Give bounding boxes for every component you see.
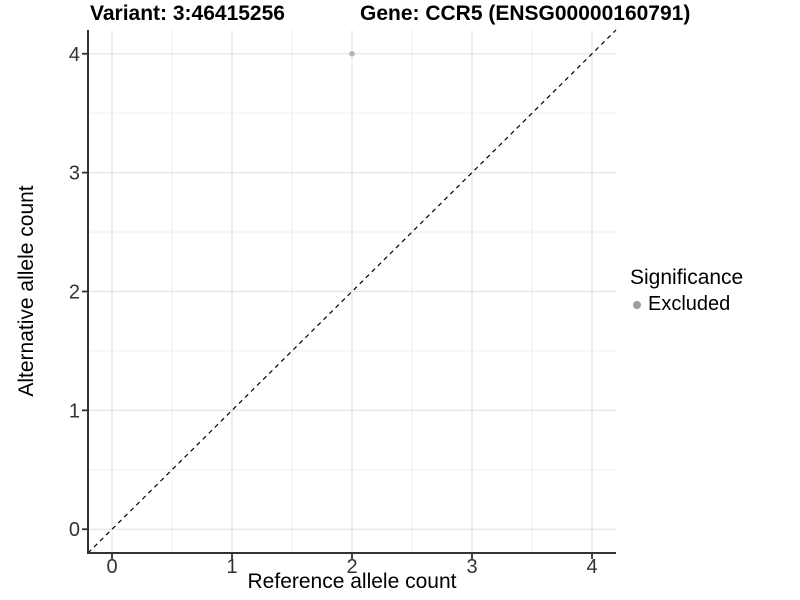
x-axis-title: Reference allele count — [247, 570, 457, 593]
legend-key-dot — [633, 300, 641, 309]
y-tick-label: 0 — [69, 519, 80, 541]
x-tick-label: 4 — [586, 556, 597, 578]
x-tick-label: 2 — [346, 556, 357, 578]
legend-title: Significance — [630, 266, 744, 289]
plot-title-variant: Variant: 3:46415256 — [90, 2, 285, 25]
legend-item-excluded: Excluded — [630, 293, 743, 316]
y-tick-label: 2 — [69, 282, 80, 304]
x-tick-label: 0 — [106, 556, 117, 578]
legend-key — [626, 293, 648, 316]
y-tick-label: 1 — [69, 400, 80, 422]
data-point — [349, 50, 355, 57]
y-tick-label: 4 — [69, 44, 80, 66]
y-tick-label: 3 — [69, 163, 80, 185]
legend: Significance Excluded — [630, 266, 743, 316]
plot-title-gene: Gene: CCR5 (ENSG00000160791) — [360, 2, 691, 25]
y-axis-title: Alternative allele count — [15, 185, 38, 397]
x-tick-label: 1 — [226, 556, 237, 578]
legend-item-label: Excluded — [648, 293, 731, 315]
x-tick-label: 3 — [466, 556, 477, 578]
